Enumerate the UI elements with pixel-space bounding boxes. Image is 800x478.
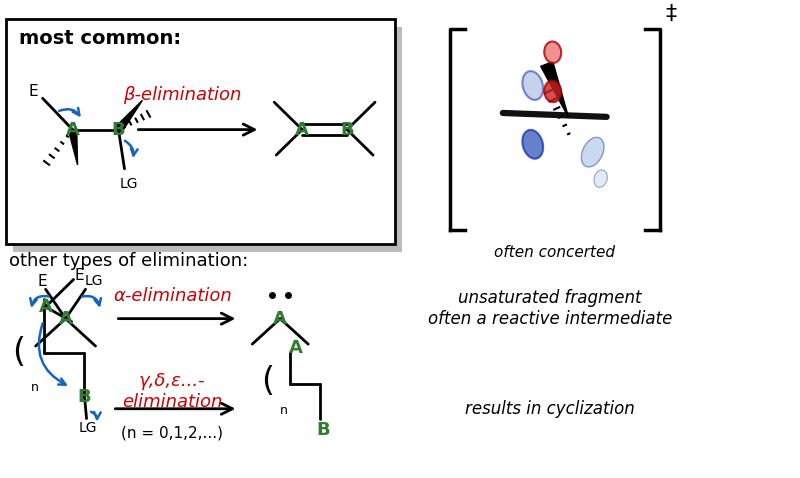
Text: (: ( [261, 365, 274, 398]
FancyArrowPatch shape [59, 108, 79, 115]
Text: LG: LG [78, 421, 97, 435]
Text: LG: LG [119, 177, 138, 191]
Text: β-elimination: β-elimination [123, 87, 242, 104]
FancyBboxPatch shape [13, 27, 402, 252]
Text: γ,δ,ε...-
elimination: γ,δ,ε...- elimination [122, 372, 222, 411]
Text: often concerted: often concerted [494, 245, 615, 260]
Ellipse shape [544, 81, 562, 102]
Polygon shape [69, 129, 78, 165]
FancyArrowPatch shape [30, 296, 49, 305]
Text: n: n [30, 380, 38, 394]
Text: A: A [38, 298, 53, 316]
Ellipse shape [544, 42, 562, 63]
FancyArrowPatch shape [39, 323, 66, 385]
FancyBboxPatch shape [6, 19, 395, 244]
Text: B: B [340, 120, 354, 139]
Text: α-elimination: α-elimination [113, 287, 232, 305]
Text: (n = 0,1,2,...): (n = 0,1,2,...) [122, 426, 223, 441]
Ellipse shape [522, 71, 543, 100]
Text: B: B [112, 120, 126, 139]
FancyArrowPatch shape [82, 296, 101, 305]
Polygon shape [115, 100, 142, 132]
Text: results in cyclization: results in cyclization [465, 400, 634, 418]
Text: B: B [316, 421, 330, 439]
FancyArrowPatch shape [125, 141, 138, 155]
Text: A: A [274, 310, 287, 327]
Text: B: B [78, 388, 91, 406]
FancyArrowPatch shape [91, 412, 101, 419]
Text: unsaturated fragment
often a reactive intermediate: unsaturated fragment often a reactive in… [427, 290, 672, 328]
Text: most common:: most common: [18, 29, 181, 48]
Text: E: E [74, 268, 84, 283]
Text: n: n [280, 404, 288, 417]
Text: A: A [290, 339, 303, 357]
Polygon shape [541, 62, 569, 118]
Ellipse shape [594, 170, 607, 187]
Text: LG: LG [84, 274, 102, 288]
Ellipse shape [522, 130, 543, 159]
Text: E: E [29, 84, 38, 99]
Text: A: A [295, 120, 309, 139]
Text: A: A [66, 120, 79, 139]
Text: A: A [58, 310, 73, 327]
Text: E: E [38, 274, 47, 289]
Text: (: ( [12, 337, 25, 369]
Text: ‡: ‡ [666, 4, 677, 24]
Ellipse shape [582, 137, 604, 167]
Text: other types of elimination:: other types of elimination: [9, 252, 248, 270]
